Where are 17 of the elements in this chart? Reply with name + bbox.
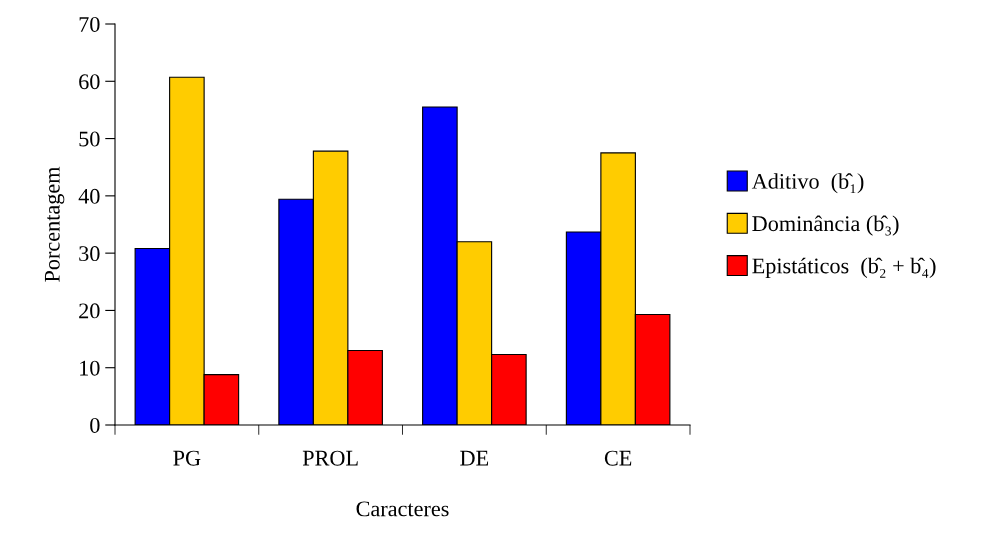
- y-tick-label: 30: [79, 246, 100, 262]
- y-tick-label: 40: [78, 188, 100, 204]
- y-tick-label: 60: [79, 74, 100, 90]
- x-tick-label: CE: [604, 450, 632, 466]
- y-tick-label: 10: [80, 360, 100, 376]
- x-tick-label: PG: [173, 450, 201, 466]
- y-tick-label: 50: [79, 131, 100, 147]
- legend-label: Aditivo (b̂₁): [751, 173, 864, 194]
- legend-label: Epistáticos (b̂₂ + b̂₄): [752, 257, 936, 278]
- x-tick-label: PROL: [302, 450, 358, 466]
- x-axis-title: Caracteres: [356, 501, 449, 517]
- y-tick-label: 20: [79, 303, 100, 319]
- y-axis-title: Porcentagem: [44, 166, 65, 282]
- y-tick-label: 0: [90, 417, 100, 433]
- y-tick-label: 70: [79, 16, 100, 32]
- legend-label: Dominância (b̂₃): [752, 215, 899, 236]
- x-tick-label: DE: [460, 450, 489, 466]
